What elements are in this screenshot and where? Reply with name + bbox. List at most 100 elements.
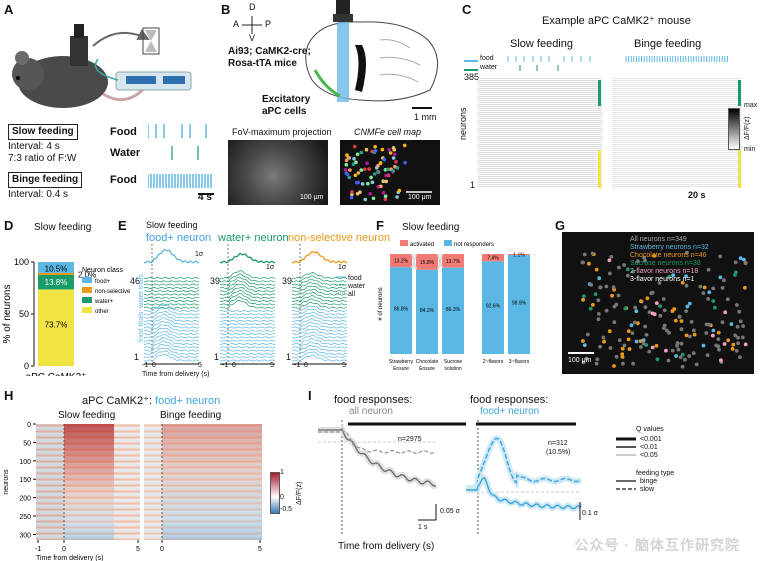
neuron-roi bbox=[612, 320, 617, 325]
e-trial-trace bbox=[291, 282, 348, 289]
e-trial-trace bbox=[219, 300, 276, 309]
e-sigma-1: 1σ bbox=[195, 251, 204, 258]
cell-roi bbox=[364, 147, 369, 152]
cell-roi bbox=[379, 184, 383, 189]
neuron-roi bbox=[588, 306, 593, 311]
neuron-roi bbox=[734, 348, 739, 353]
neuron-roi bbox=[620, 346, 625, 351]
neuron-roi bbox=[594, 361, 599, 366]
mouse-line-1: Ai93; CaMK2-cre; bbox=[228, 46, 311, 57]
cell-roi bbox=[403, 160, 407, 165]
e-n2: 39 bbox=[210, 276, 221, 286]
neuron-roi bbox=[644, 333, 649, 337]
fov-title: FoV-maximum projection bbox=[232, 127, 332, 137]
neuron-roi bbox=[626, 337, 631, 342]
e-trial-trace bbox=[219, 313, 276, 316]
cell-roi bbox=[381, 191, 386, 195]
f-bar-activated bbox=[390, 254, 412, 268]
e-trial-trace bbox=[219, 352, 275, 355]
neuron-roi bbox=[706, 297, 710, 301]
f-legend-activated-swatch bbox=[400, 240, 408, 246]
neuron-roi bbox=[621, 361, 625, 366]
neuron-roi bbox=[641, 341, 646, 346]
neuron-roi bbox=[601, 335, 606, 340]
cell-roi bbox=[392, 147, 396, 152]
c-binge-raster bbox=[612, 78, 742, 188]
neuron-roi bbox=[711, 286, 716, 291]
slow-interval: Interval: 4 s bbox=[8, 141, 60, 152]
cell-roi bbox=[355, 192, 360, 196]
neuron-roi bbox=[733, 273, 737, 277]
d-label-other: 73.7% bbox=[45, 321, 68, 330]
neuron-roi bbox=[701, 291, 706, 296]
c-water-legend-line bbox=[464, 69, 478, 71]
cell-roi bbox=[373, 145, 377, 149]
cell-roi bbox=[368, 191, 372, 196]
i-q-2: <0.01 bbox=[640, 444, 658, 451]
neuron-roi bbox=[718, 254, 723, 259]
e-trial-trace bbox=[291, 334, 348, 342]
cell-roi bbox=[378, 161, 383, 165]
neuron-roi bbox=[664, 328, 669, 333]
neuron-roi bbox=[741, 324, 745, 328]
neuron-roi bbox=[692, 328, 696, 333]
panel-g-label: G bbox=[555, 218, 566, 233]
cell-roi bbox=[370, 180, 375, 185]
e-trial-trace bbox=[219, 356, 276, 359]
i-left-title: food responses: bbox=[334, 394, 413, 406]
neuron-roi bbox=[650, 345, 655, 350]
neuron-roi bbox=[662, 308, 667, 313]
e-trial-trace bbox=[219, 326, 276, 329]
e-avg-trace bbox=[219, 252, 276, 264]
neuron-roi bbox=[684, 283, 689, 288]
neuron-roi bbox=[723, 310, 728, 315]
neuron-roi bbox=[639, 299, 643, 304]
e-trial-trace bbox=[219, 349, 276, 352]
e-trial-trace bbox=[143, 306, 200, 309]
cell-roi bbox=[384, 179, 388, 184]
g-scale: 100 μm bbox=[568, 357, 592, 364]
neuron-roi bbox=[680, 364, 685, 369]
neuron-roi bbox=[654, 343, 659, 348]
h-title-prefix: aPC CaMK2⁺: bbox=[82, 395, 156, 407]
e-trial-trace bbox=[219, 310, 276, 312]
neuron-roi bbox=[617, 338, 622, 343]
h-y-tick-label: 100 bbox=[19, 459, 31, 466]
d-legend-label: other bbox=[95, 309, 109, 315]
e-trial-trace bbox=[219, 276, 276, 286]
neuron-roi bbox=[705, 353, 710, 358]
e-trial-trace bbox=[143, 283, 200, 286]
mouse-setup-illustration bbox=[12, 24, 192, 108]
fov-max-projection-image bbox=[228, 140, 328, 205]
neuron-roi bbox=[643, 324, 648, 329]
mouse-line-2: Rosa-tTA mice bbox=[228, 58, 297, 69]
e-trial-trace bbox=[291, 291, 348, 299]
d-label-food: 10.5% bbox=[45, 265, 68, 274]
neuron-roi bbox=[670, 309, 675, 313]
neuron-roi bbox=[733, 260, 738, 265]
e-food-trials: food trials bbox=[138, 311, 145, 342]
h-cbar-label: ΔF/F(z) bbox=[296, 481, 303, 505]
cell-roi bbox=[387, 147, 391, 152]
c-slow-water-marker bbox=[598, 80, 601, 106]
c-food-legend-line bbox=[464, 60, 478, 62]
cell-roi bbox=[348, 168, 352, 172]
h-ylabel: neurons bbox=[3, 469, 10, 495]
neuron-roi bbox=[642, 255, 646, 260]
f-category-label: Ensure bbox=[393, 366, 409, 372]
neuron-roi bbox=[683, 357, 687, 362]
neuron-roi bbox=[730, 347, 735, 351]
neuron-roi bbox=[638, 339, 643, 343]
neuron-roi bbox=[629, 323, 634, 328]
cell-roi bbox=[380, 147, 385, 152]
d-legend-label: food+ bbox=[95, 279, 111, 285]
neuron-roi bbox=[718, 275, 723, 280]
h-y-tick-label: 200 bbox=[19, 496, 31, 503]
neuron-roi bbox=[593, 292, 598, 297]
e-trial-trace bbox=[291, 272, 348, 279]
neuron-roi bbox=[597, 276, 602, 281]
h-x-tick-label: 5 bbox=[136, 546, 140, 553]
neuron-roi bbox=[738, 355, 742, 359]
e-avg-trace bbox=[143, 249, 200, 264]
d-y-tick-label: 0 bbox=[24, 361, 29, 371]
